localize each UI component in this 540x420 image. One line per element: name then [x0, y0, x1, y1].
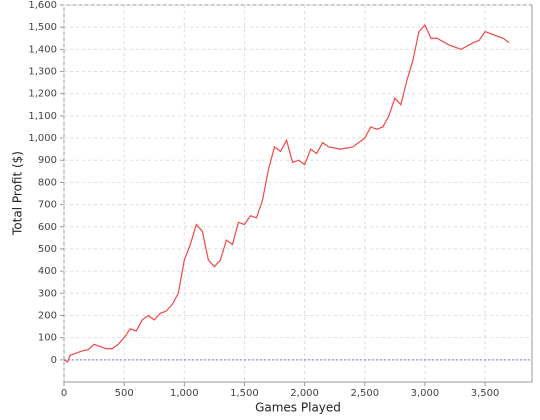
y-tick-label: 400 — [38, 266, 57, 277]
y-tick-label: 1,600 — [28, 0, 57, 11]
x-axis-title: Games Played — [255, 401, 341, 415]
x-tick-label: 2,000 — [290, 388, 319, 399]
x-tick-label: 0 — [61, 388, 67, 399]
y-tick-label: 800 — [38, 177, 57, 188]
plot-area — [63, 4, 533, 383]
x-tick-label: 1,000 — [170, 388, 199, 399]
y-tick-label: 1,200 — [28, 89, 57, 100]
x-tick-label: 1,500 — [230, 388, 259, 399]
data-line — [63, 23, 510, 363]
y-tick-label: 0 — [51, 355, 57, 366]
x-tick-label: 3,000 — [411, 388, 440, 399]
y-tick-label: 300 — [38, 288, 57, 299]
y-tick-label: 700 — [38, 200, 57, 211]
x-tick-label: 3,500 — [471, 388, 500, 399]
y-tick-label: 1,400 — [28, 44, 57, 55]
y-tick-label: 1,100 — [28, 111, 57, 122]
x-tick-label: 500 — [115, 388, 134, 399]
y-tick-label: 1,300 — [28, 67, 57, 78]
x-tick-label: 2,500 — [350, 388, 379, 399]
y-tick-label: 1,500 — [28, 22, 57, 33]
y-tick-label: 500 — [38, 244, 57, 255]
y-tick-label: 900 — [38, 155, 57, 166]
y-tick-label: 100 — [38, 333, 57, 344]
y-axis-title: Total Profit ($) — [11, 151, 25, 236]
y-tick-label: 600 — [38, 222, 57, 233]
y-tick-label: 1,000 — [28, 133, 57, 144]
y-tick-label: 200 — [38, 310, 57, 321]
